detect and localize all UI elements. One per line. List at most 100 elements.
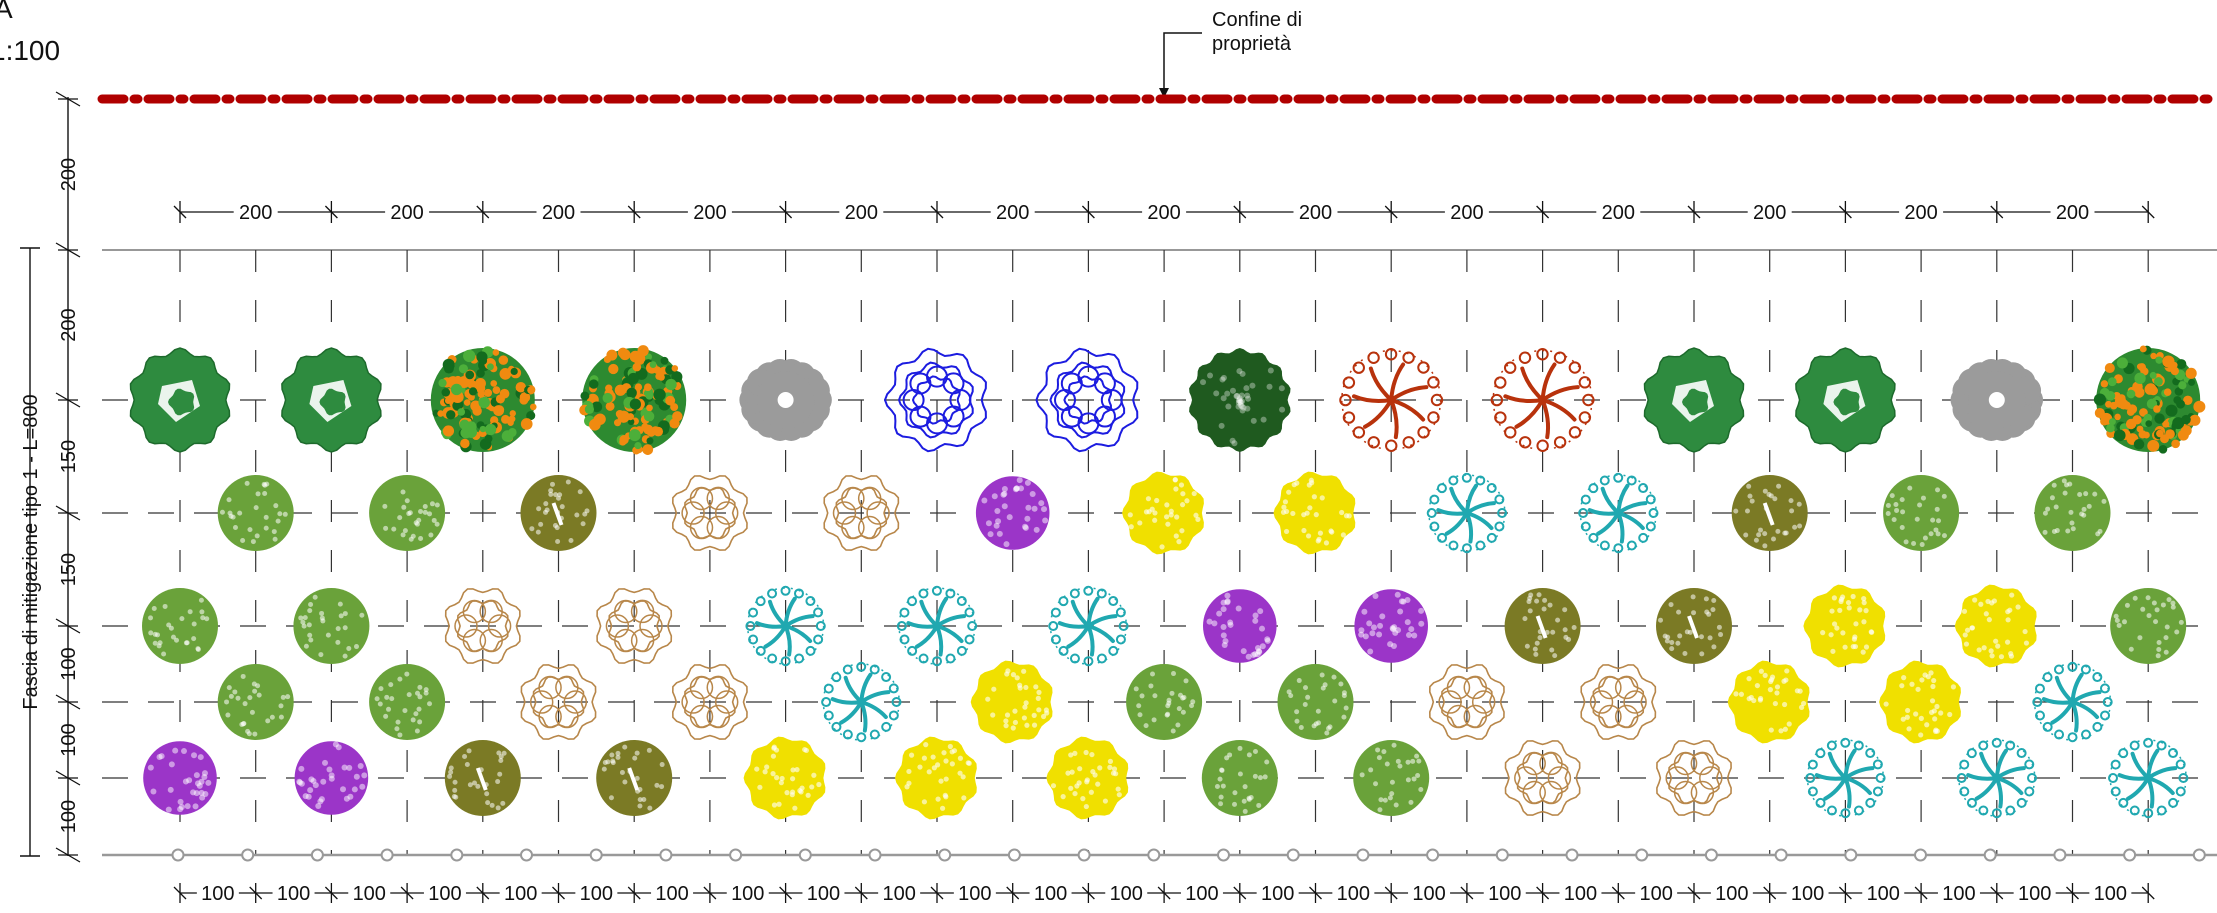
shrub-teal [2108, 737, 2189, 819]
label-mask [726, 881, 769, 905]
top-dimension-value: 200 [390, 202, 423, 224]
dimension-tick [1460, 886, 1474, 900]
bottom-dimension-value: 100 [1715, 883, 1748, 905]
top-dimension-value: 200 [845, 202, 878, 224]
label-mask [1786, 881, 1829, 905]
shrub-yellow [1803, 584, 1886, 668]
label-mask [1444, 200, 1489, 224]
edge-marker [1565, 848, 1579, 862]
dimension-tick [779, 886, 793, 900]
top-dimension-value: 200 [542, 202, 575, 224]
dimension-tick [930, 205, 944, 219]
bottom-dimension-value: 100 [580, 883, 613, 905]
property-line-leader [1163, 32, 1202, 90]
bottom-dimension-value: 100 [1867, 883, 1900, 905]
shrub-teal [1426, 472, 1508, 554]
top-dimension-value: 200 [1904, 202, 1937, 224]
plant-symbols [129, 345, 2206, 820]
edge-marker [1844, 848, 1858, 862]
dimension-tick [854, 886, 868, 900]
edge-marker [1426, 848, 1440, 862]
label-mask [1256, 881, 1299, 905]
dimension-tick [1233, 205, 1247, 219]
shrub-olive-green [217, 475, 294, 551]
dimension-tick [1157, 886, 1171, 900]
shrub-tan [1428, 664, 1505, 740]
left-dimension-value: 200 [58, 308, 80, 341]
label-mask [1483, 881, 1526, 905]
shrub-yellow [1879, 660, 1961, 744]
bottom-dimension-value: 100 [1488, 883, 1521, 905]
label-mask [2089, 881, 2132, 905]
shrub-tan [520, 664, 597, 740]
label-mask [1408, 881, 1451, 905]
left-dimension-ticks [55, 91, 81, 863]
bottom-dimension-value: 100 [1942, 883, 1975, 905]
dimension-tick [1838, 886, 1852, 900]
edge-marker [1356, 848, 1370, 862]
dimension-tick [627, 886, 641, 900]
dimension-tick [476, 205, 490, 219]
dimension-tick [1536, 205, 1550, 219]
top-dimension-value: 200 [2056, 202, 2089, 224]
label-mask [1747, 200, 1792, 224]
shrub-tan [1580, 664, 1657, 740]
dimension-tick [249, 886, 263, 900]
shrub-yellow [895, 736, 977, 820]
shrub-olive [1504, 588, 1581, 664]
shrub-olive [1731, 475, 1808, 551]
top-dimension-value: 200 [996, 202, 1029, 224]
dimension-tick [400, 886, 414, 900]
bottom-dimension-value: 100 [882, 883, 915, 905]
label-mask [385, 200, 430, 224]
tree-orange-mix [2093, 345, 2206, 454]
shrub-olive [444, 740, 521, 816]
edge-marker [1286, 848, 1300, 862]
dimension-tick [2141, 205, 2155, 219]
shrub-tan [596, 588, 673, 664]
shrub-olive [596, 740, 673, 816]
shrub-olive-green [1126, 664, 1203, 740]
bottom-dimension-value: 100 [1564, 883, 1597, 905]
shrub-olive-green [142, 588, 218, 664]
left-dimension-value: 150 [58, 553, 80, 586]
shrub-teal [896, 585, 978, 667]
label-mask [1899, 200, 1944, 224]
shrub-teal [2032, 661, 2113, 743]
tree-blue [1035, 347, 1139, 453]
label-mask [196, 881, 239, 905]
bottom-dimension-value: 100 [1791, 883, 1824, 905]
top-dimension-value: 200 [1299, 202, 1332, 224]
bottom-dimension-value: 100 [655, 883, 688, 905]
edge-marker [2053, 848, 2067, 862]
shrub-teal [821, 661, 902, 743]
dimension-tick [1006, 886, 1020, 900]
shrub-yellow [1727, 660, 1810, 744]
shrub-purple [1203, 589, 1277, 663]
label-mask [687, 200, 732, 224]
edge-marker [171, 848, 185, 862]
left-dimension-values: 200 200 150 150 100 100 100 [58, 158, 80, 833]
edge-marker [1007, 848, 1021, 862]
dimension-tick [1384, 205, 1398, 219]
tree-dark-green [1643, 347, 1745, 453]
dimension-tick [1384, 886, 1398, 900]
label-mask [233, 200, 278, 224]
edge-marker [1635, 848, 1649, 862]
top-dimension-value: 200 [239, 202, 272, 224]
dimension-tick [1309, 886, 1322, 900]
edge-marker [729, 848, 743, 862]
dimension-tick [1687, 205, 1701, 219]
bottom-dimension-value: 100 [1639, 883, 1672, 905]
top-dimension-value: 200 [1450, 202, 1483, 224]
shrub-purple [1354, 589, 1428, 663]
label-mask [2050, 200, 2095, 224]
shrub-purple [975, 476, 1050, 550]
bottom-dimension-value: 100 [731, 883, 764, 905]
edge-marker [868, 848, 882, 862]
bottom-dimension-value: 100 [2018, 883, 2051, 905]
shrub-teal [1956, 737, 2037, 819]
label-mask [1559, 881, 1602, 905]
shrub-teal [1048, 585, 1129, 667]
dimension-tick [1763, 886, 1777, 900]
